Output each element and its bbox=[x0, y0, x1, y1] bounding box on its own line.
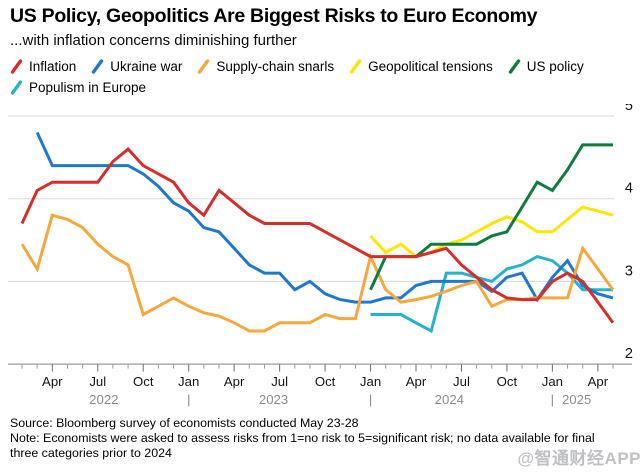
line-ukraine-war bbox=[35, 131, 614, 304]
x-tick-label: Jan bbox=[360, 374, 381, 389]
year-separator: | bbox=[551, 392, 554, 407]
chart-title: US Policy, Geopolitics Are Biggest Risks… bbox=[10, 5, 538, 27]
legend: Inflation Ukraine war Supply-chain snarl… bbox=[10, 57, 642, 97]
line-inflation bbox=[20, 147, 615, 324]
y-tick-label: 2 bbox=[625, 346, 633, 362]
legend-item-us-policy: US policy bbox=[508, 57, 584, 76]
legend-item-geopolitical-tensions: Geopolitical tensions bbox=[349, 57, 493, 76]
ukraine-war-series-marker-icon bbox=[92, 59, 104, 74]
x-tick-label: Apr bbox=[42, 374, 63, 389]
legend-label: Geopolitical tensions bbox=[368, 59, 493, 74]
x-tick-label: Oct bbox=[133, 374, 154, 389]
x-tick-label: Jan bbox=[178, 374, 199, 389]
year-label: 2022 bbox=[89, 392, 118, 407]
x-tick-label: Jul bbox=[453, 374, 470, 389]
x-tick-label: Oct bbox=[315, 374, 336, 389]
watermark: @智通财经APP bbox=[517, 449, 641, 468]
y-tick-label: 3 bbox=[625, 263, 633, 279]
chart-subtitle: ...with inflation concerns diminishing f… bbox=[10, 32, 297, 49]
legend-label: Ukraine war bbox=[110, 59, 183, 74]
methodology-note: Note: Economists were asked to assess ri… bbox=[10, 431, 595, 460]
legend-item-ukraine-war: Ukraine war bbox=[91, 57, 182, 76]
legend-item-populism-in-europe: Populism in Europe bbox=[10, 78, 146, 97]
source-note: Source: Bloomberg survey of economists c… bbox=[10, 416, 359, 430]
line-geopolitical-tensions bbox=[369, 205, 614, 259]
x-tick-label: Apr bbox=[588, 374, 609, 389]
year-separator: | bbox=[369, 392, 372, 407]
legend-item-inflation: Inflation bbox=[10, 57, 76, 76]
legend-label: Inflation bbox=[29, 59, 77, 74]
year-label: 2024 bbox=[435, 392, 464, 407]
x-tick-label: Jan bbox=[542, 374, 563, 389]
legend-label: Supply-chain snarls bbox=[216, 59, 335, 74]
legend-label: Populism in Europe bbox=[29, 80, 147, 95]
year-separator: | bbox=[187, 392, 190, 407]
x-tick-label: Apr bbox=[406, 374, 427, 389]
us-policy-series-marker-icon bbox=[508, 59, 520, 74]
year-label: 2025 bbox=[562, 392, 591, 407]
geopolitical-series-marker-icon bbox=[349, 59, 362, 74]
supply-chain-series-marker-icon bbox=[198, 59, 210, 74]
inflation-series-marker-icon bbox=[10, 59, 23, 74]
populism-series-marker-icon bbox=[10, 80, 23, 95]
legend-label: US policy bbox=[526, 59, 584, 74]
x-tick-label: Jul bbox=[271, 374, 288, 389]
x-tick-label: Apr bbox=[224, 374, 245, 389]
y-tick-label: 4 bbox=[625, 181, 633, 197]
y-tick-label: 5 bbox=[625, 104, 633, 114]
legend-item-supply-chain-snarls: Supply-chain snarls bbox=[197, 57, 334, 76]
x-tick-label: Oct bbox=[497, 374, 518, 389]
risk-line-chart: 2 3 4 5 Apr Jul Oct Jan Apr Jul Oct Jan Apr Jul Oct Jan… bbox=[8, 104, 633, 407]
year-label: 2023 bbox=[259, 392, 288, 407]
line-supply-chain-snarls bbox=[20, 213, 615, 333]
x-tick-label: Jul bbox=[89, 374, 106, 389]
